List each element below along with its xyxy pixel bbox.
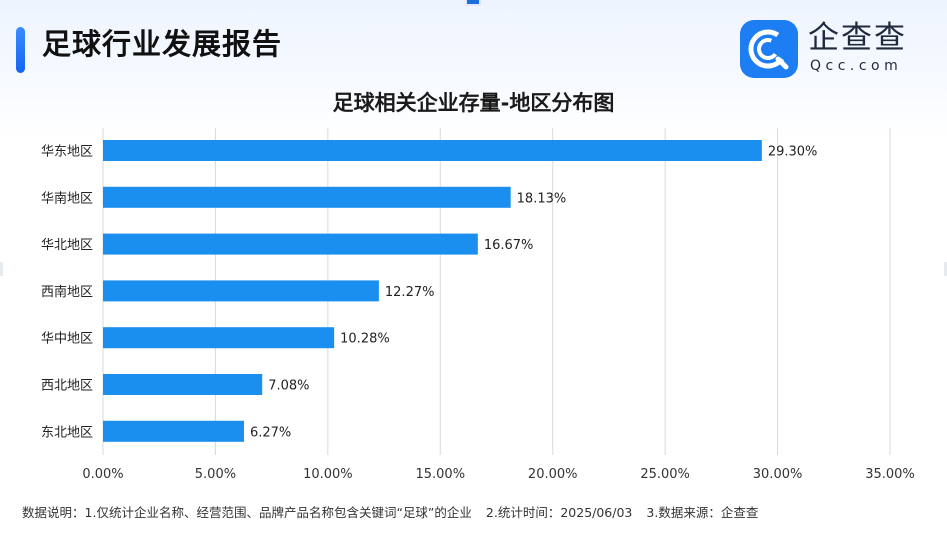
bar [103,140,762,161]
data-label: 12.27% [385,285,435,300]
qcc-logo-icon [740,20,798,78]
bar [103,327,335,349]
x-tick-label: 30.00% [753,467,803,482]
bar [103,374,263,395]
data-label: 16.67% [484,238,534,253]
bar [103,280,379,302]
category-label: 华北地区 [41,238,93,253]
bar [103,233,478,255]
x-tick-label: 10.00% [303,467,353,482]
logo-name: 企查查 [808,20,907,56]
header-accent-bar [16,27,25,73]
right-edge-marker [944,262,947,276]
footnote-item-2: 2.统计时间：2025/06/03 [485,505,633,520]
x-tick-label: 25.00% [640,467,690,482]
logo-domain: Qcc.com [810,58,903,74]
footnote-item-1: 1.仅统计企业名称、经营范围、品牌产品名称包含关键词“足球”的企业 [84,505,472,520]
footnote: 数据说明：1.仅统计企业名称、经营范围、品牌产品名称包含关键词“足球”的企业 2.… [22,504,772,522]
category-label: 华南地区 [41,190,93,206]
data-label: 7.08% [268,379,309,394]
x-tick-label: 0.00% [82,467,123,482]
footnote-label: 数据说明： [22,505,85,520]
data-label: 10.28% [340,332,390,347]
brand-logo: 企查查 Qcc.com [740,20,920,78]
category-label: 西北地区 [41,379,93,394]
category-label: 华中地区 [41,332,93,347]
x-tick-label: 5.00% [195,467,236,482]
bar-chart: 0.00% 5.00% 10.00% 15.00% 20.00% 25.00% 30.00%… [41,128,915,483]
data-label: 6.27% [250,425,291,440]
top-marker [465,0,481,6]
left-edge-marker [0,262,3,276]
category-label: 东北地区 [41,425,93,440]
x-tick-label: 15.00% [415,467,465,482]
data-label: 29.30% [768,145,818,160]
page-title: 足球行业发展报告 [42,27,283,61]
x-tick-label: 35.00% [865,467,915,482]
bar [103,420,244,442]
bar-layer [103,140,762,442]
category-label: 西南地区 [41,284,93,300]
data-label: 18.13% [517,191,567,206]
footnote-item-3: 3.数据来源：企查查 [646,505,759,520]
qcc-logo-icon-graphic [748,29,789,70]
category-label: 华东地区 [41,145,93,160]
bar [103,186,511,208]
x-tick-label: 20.00% [528,467,578,482]
label-layer: 0.00% 5.00% 10.00% 15.00% 20.00% 25.00% 30.00%… [41,145,915,483]
chart-title: 足球相关企业存量-地区分布图 [332,91,615,115]
